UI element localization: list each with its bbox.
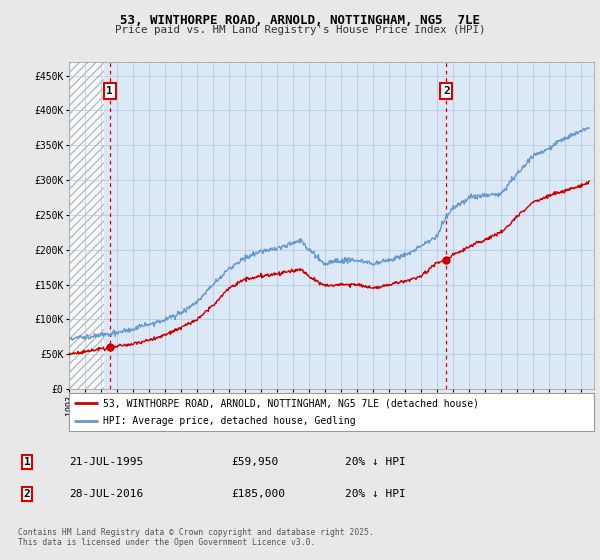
Text: Contains HM Land Registry data © Crown copyright and database right 2025.
This d: Contains HM Land Registry data © Crown c…: [18, 528, 374, 547]
Text: 20% ↓ HPI: 20% ↓ HPI: [345, 489, 406, 499]
Text: 2: 2: [443, 86, 449, 96]
Text: £185,000: £185,000: [231, 489, 285, 499]
Text: £59,950: £59,950: [231, 457, 278, 467]
Text: HPI: Average price, detached house, Gedling: HPI: Average price, detached house, Gedl…: [103, 416, 356, 426]
Bar: [69, 62, 104, 389]
Text: 1: 1: [23, 457, 31, 467]
Text: 1: 1: [106, 86, 113, 96]
Text: 53, WINTHORPE ROAD, ARNOLD, NOTTINGHAM, NG5 7LE (detached house): 53, WINTHORPE ROAD, ARNOLD, NOTTINGHAM, …: [103, 398, 479, 408]
Text: Price paid vs. HM Land Registry's House Price Index (HPI): Price paid vs. HM Land Registry's House …: [115, 25, 485, 35]
Text: 28-JUL-2016: 28-JUL-2016: [69, 489, 143, 499]
Text: 2: 2: [23, 489, 31, 499]
Text: 20% ↓ HPI: 20% ↓ HPI: [345, 457, 406, 467]
Text: 53, WINTHORPE ROAD, ARNOLD, NOTTINGHAM, NG5  7LE: 53, WINTHORPE ROAD, ARNOLD, NOTTINGHAM, …: [120, 14, 480, 27]
Text: 21-JUL-1995: 21-JUL-1995: [69, 457, 143, 467]
